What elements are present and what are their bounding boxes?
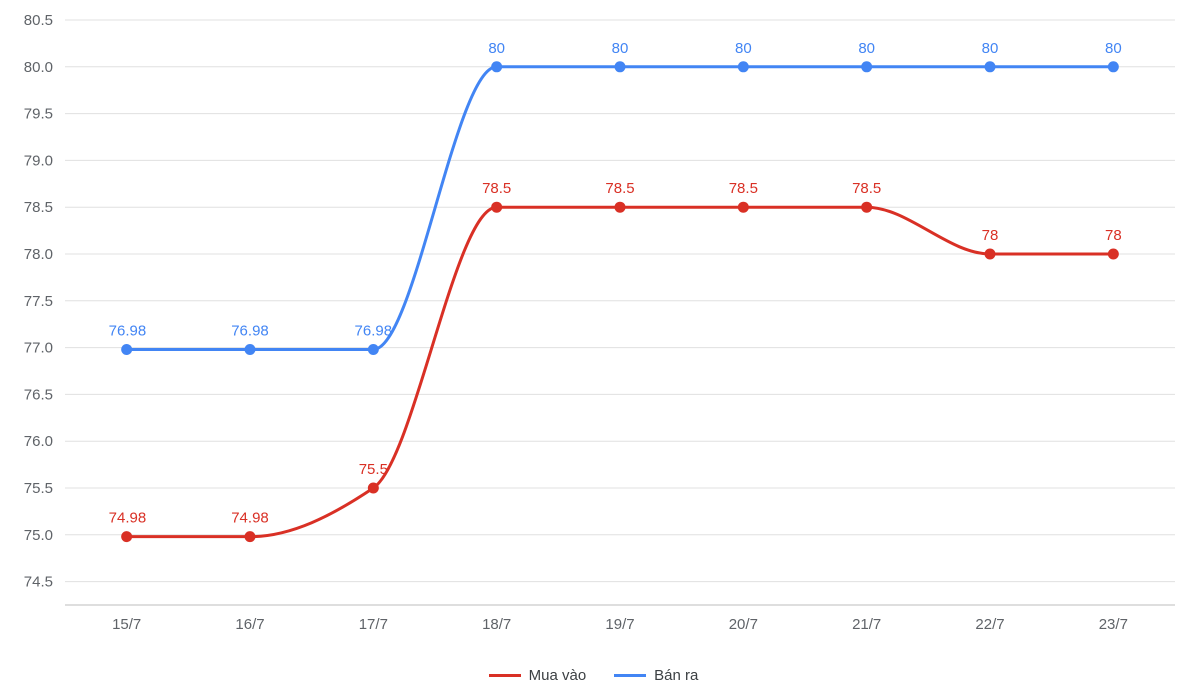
svg-text:78.5: 78.5 — [605, 180, 634, 197]
legend-label: Mua vào — [529, 667, 587, 684]
svg-text:76.98: 76.98 — [355, 322, 393, 339]
svg-text:21/7: 21/7 — [852, 616, 881, 633]
svg-text:78.5: 78.5 — [852, 180, 881, 197]
svg-text:19/7: 19/7 — [605, 616, 634, 633]
svg-text:75.5: 75.5 — [24, 480, 53, 497]
svg-text:18/7: 18/7 — [482, 616, 511, 633]
legend-swatch — [489, 674, 521, 677]
svg-text:77.5: 77.5 — [24, 293, 53, 310]
svg-text:80.0: 80.0 — [24, 59, 53, 76]
svg-text:80: 80 — [488, 40, 505, 57]
svg-text:78: 78 — [1105, 227, 1122, 244]
line-chart: 74.5 75.0 75.5 76.0 76.5 77.0 77.5 78.0 78.5 79.0… — [0, 0, 1187, 692]
svg-text:80: 80 — [858, 40, 875, 57]
svg-text:74.98: 74.98 — [109, 510, 147, 527]
svg-text:74.5: 74.5 — [24, 574, 53, 591]
svg-text:76.98: 76.98 — [109, 322, 147, 339]
svg-text:15/7: 15/7 — [112, 616, 141, 633]
svg-text:22/7: 22/7 — [975, 616, 1004, 633]
svg-text:75.0: 75.0 — [24, 527, 53, 544]
svg-text:17/7: 17/7 — [359, 616, 388, 633]
svg-text:78.5: 78.5 — [482, 180, 511, 197]
svg-text:78: 78 — [982, 227, 999, 244]
svg-text:76.98: 76.98 — [231, 322, 269, 339]
svg-text:80: 80 — [612, 40, 629, 57]
svg-text:78.0: 78.0 — [24, 246, 53, 263]
svg-text:76.0: 76.0 — [24, 433, 53, 450]
chart-legend: Mua vào Bán ra — [0, 667, 1187, 684]
svg-text:76.5: 76.5 — [24, 386, 53, 403]
svg-text:16/7: 16/7 — [235, 616, 264, 633]
svg-text:80: 80 — [735, 40, 752, 57]
svg-text:78.5: 78.5 — [24, 199, 53, 216]
svg-text:79.5: 79.5 — [24, 106, 53, 123]
svg-text:78.5: 78.5 — [729, 180, 758, 197]
svg-text:20/7: 20/7 — [729, 616, 758, 633]
svg-text:77.0: 77.0 — [24, 340, 53, 357]
svg-text:75.5: 75.5 — [359, 461, 388, 478]
chart-canvas: 74.5 75.0 75.5 76.0 76.5 77.0 77.5 78.0 78.5 79.0… — [0, 0, 1187, 692]
legend-label: Bán ra — [654, 667, 698, 684]
svg-text:74.98: 74.98 — [231, 510, 269, 527]
svg-text:80.5: 80.5 — [24, 12, 53, 29]
legend-swatch — [614, 674, 646, 677]
svg-text:80: 80 — [1105, 40, 1122, 57]
legend-item-mua-vao: Mua vào — [489, 667, 587, 684]
svg-text:79.0: 79.0 — [24, 152, 53, 169]
legend-item-ban-ra: Bán ra — [614, 667, 698, 684]
svg-text:80: 80 — [982, 40, 999, 57]
svg-text:23/7: 23/7 — [1099, 616, 1128, 633]
